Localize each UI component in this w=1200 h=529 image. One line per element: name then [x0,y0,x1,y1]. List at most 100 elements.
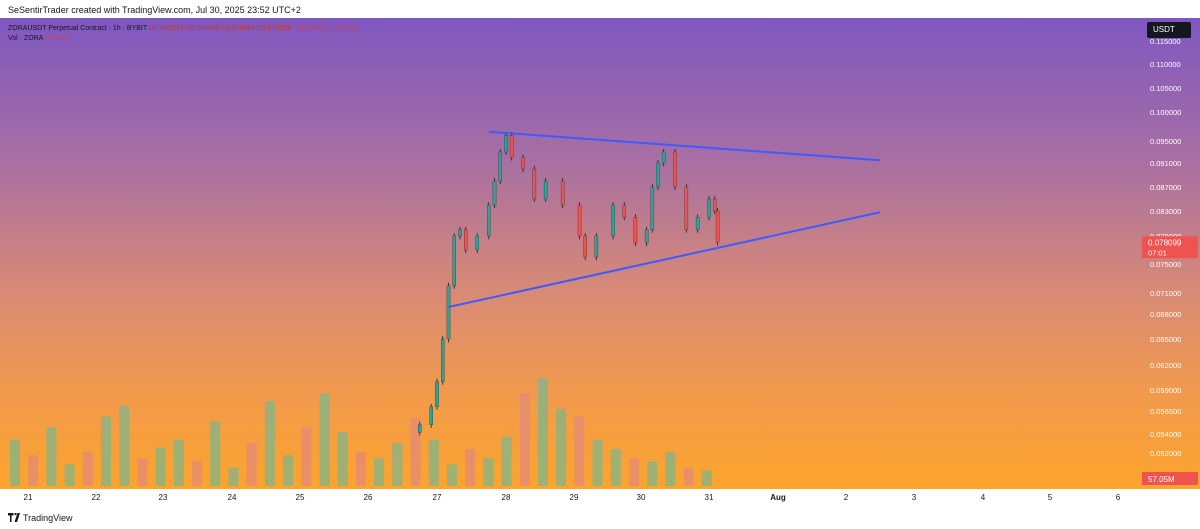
volume-bar [119,405,130,486]
candle-body [661,151,666,164]
currency-selector[interactable]: USDT [1147,22,1191,38]
candle-body [521,157,525,170]
volume-bar [192,461,203,486]
candle-body [417,424,422,433]
volume-bar [465,448,476,486]
legend-high: H0.083068 [185,25,220,32]
legend-ohlc-row: ZORAUSDT Perpetual Contract · 1h · BYBIT… [8,24,357,34]
chart-panel[interactable]: 0.115000 0.110000 0.105000 0.100000 0.095000… [0,18,1200,489]
volume-bar [264,401,275,486]
volume-bar [28,455,39,486]
price-tick-label: 0.075000 [1150,260,1181,269]
time-tick-label: 31 [704,493,714,502]
price-axis[interactable]: 0.115000 0.110000 0.105000 0.100000 0.095000… [1140,18,1200,489]
candle-body [695,217,700,230]
time-axis[interactable]: 21 22 23 24 25 26 27 28 29 30 31 Aug 2 3 4 5 6 [0,489,1200,507]
price-tick-label: 0.095000 [1150,137,1181,146]
legend-low: L0.076894 [221,25,255,32]
volume-bar [701,470,712,486]
volume-bar [374,458,385,486]
price-tick-label: 0.056500 [1150,407,1181,416]
time-tick-label: 25 [295,493,305,502]
price-tick-label: 0.087000 [1150,183,1181,192]
candle-body [673,151,677,188]
price-tick-label: 0.059000 [1150,386,1181,395]
time-tick-label: 6 [1115,493,1121,502]
price-tick-label: 0.105000 [1150,84,1181,93]
time-tick-label: 22 [91,493,101,502]
candle-body [498,151,502,182]
price-tick-label: 0.065000 [1150,335,1181,344]
legend-symbol: ZORAUSDT Perpetual Contract · 1h · BYBIT [8,25,148,32]
candle-countdown-label: 07:01 [1148,248,1167,257]
legend-open: O0.082541 [148,25,184,32]
candle-body [509,135,514,158]
time-tick-label: 27 [432,493,442,502]
volume-bar [10,439,21,486]
time-tick-label: 2 [843,493,849,502]
candle-body [622,204,627,218]
candle-body [594,235,599,258]
volume-bar [537,378,548,486]
candle-body [446,285,451,340]
volume-bar [556,408,567,486]
volume-bar [64,464,75,486]
time-tick-label: 23 [158,493,168,502]
candle-body [650,186,655,230]
candle-body [577,204,582,237]
candle-body [452,235,456,286]
time-tick-label: 26 [363,493,373,502]
volume-bar [337,432,348,486]
candle-body [543,180,548,200]
plot-area[interactable] [0,18,1140,489]
legend-volume-label: Vol · ZORA [8,35,44,42]
volume-bar [683,467,694,486]
price-tick-label: 0.062000 [1150,361,1181,370]
volume-bar [46,427,57,486]
time-tick-label: Aug [770,493,786,502]
volume-bar [592,439,603,486]
volume-bar [610,448,621,486]
volume-bar [428,439,439,486]
price-tick-label: 0.068000 [1150,310,1181,319]
legend-close: C0.078099 [256,25,292,32]
legend-volume-value: 57.05M [44,35,69,42]
candle-body [486,204,491,237]
candle-body [492,180,497,206]
legend-change: −0.004442 (−5.38%) [293,25,357,32]
volume-bar [228,467,239,486]
last-price-label: 0.078099 [1148,238,1182,247]
trendline[interactable] [448,211,881,308]
candle-body [715,210,720,243]
time-tick-label: 24 [227,493,237,502]
candle-body [713,198,717,212]
volume-bar [628,458,639,486]
candle-body [583,235,587,258]
time-tick-label: 3 [911,493,917,502]
candle-body [458,229,462,237]
footer: TradingView [0,507,1200,529]
volume-bar [392,442,403,486]
trendline[interactable] [488,130,881,162]
price-tick-label: 0.054000 [1150,430,1181,439]
time-tick-label: 5 [1047,493,1053,502]
volume-bar [173,439,184,486]
price-tick-label: 0.110000 [1150,60,1181,69]
candle-body [440,338,445,382]
volume-bar [355,452,366,486]
candle-body [656,162,660,188]
tradingview-wordmark: TradingView [23,513,73,523]
volume-bar [155,447,166,486]
price-tick-label: 0.052000 [1150,449,1181,458]
volume-bar [519,393,530,486]
volume-bar [319,393,330,486]
candle-body [532,168,537,200]
candle-body [560,180,565,206]
volume-bar [82,452,93,486]
volume-bar [101,416,112,486]
price-tick-label: 0.100000 [1150,108,1181,117]
price-tick-label: 0.071000 [1150,289,1181,298]
last-price-badge [1142,236,1198,259]
tradingview-logo-icon [8,513,20,522]
attribution-header: SeSentirTrader created with TradingView.… [0,0,1200,18]
